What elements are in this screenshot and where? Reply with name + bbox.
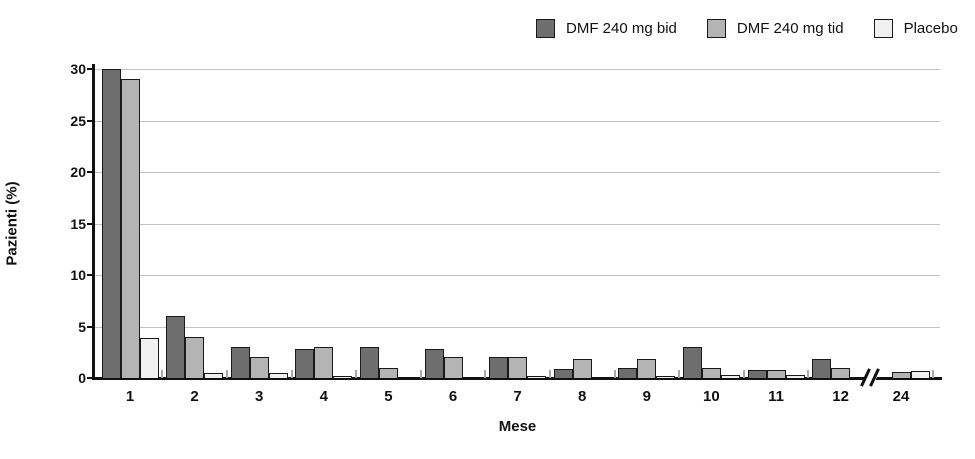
x-tick-label-12: 12 bbox=[832, 388, 849, 405]
y-tick-label-30: 30 bbox=[70, 61, 86, 77]
x-tick-label-24: 24 bbox=[892, 388, 910, 405]
y-tick-mark-5 bbox=[87, 325, 92, 328]
y-tick-label-0: 0 bbox=[78, 370, 86, 386]
bar-m11-placebo bbox=[785, 375, 805, 378]
y-tick-mark-10 bbox=[87, 274, 92, 276]
x-tick-label-10: 10 bbox=[703, 388, 720, 405]
legend-label: DMF 240 mg bid bbox=[566, 20, 677, 37]
bar-m3-placebo bbox=[268, 373, 288, 378]
x-tick-label-5: 5 bbox=[384, 388, 393, 405]
bar-m3-dmf-240-mg-bid bbox=[230, 347, 250, 378]
bar-m7-dmf-240-mg-bid bbox=[489, 357, 509, 378]
y-axis-line bbox=[92, 64, 95, 380]
boundary-tick bbox=[484, 370, 487, 378]
bar-m9-dmf-240-mg-tid bbox=[637, 359, 657, 378]
bar-m9-dmf-240-mg-bid bbox=[618, 368, 638, 378]
y-tick-mark-25 bbox=[87, 119, 92, 122]
x-tick-label-2: 2 bbox=[190, 388, 199, 405]
y-tick-label-10: 10 bbox=[70, 267, 86, 283]
boundary-tick bbox=[807, 370, 810, 378]
bar-m4-dmf-240-mg-tid bbox=[314, 347, 334, 378]
boundary-tick bbox=[161, 370, 164, 378]
bar-m12-dmf-240-mg-tid bbox=[831, 368, 851, 378]
x-tick-label-3: 3 bbox=[255, 388, 264, 405]
bar-m10-placebo bbox=[720, 375, 740, 378]
gridline-y15 bbox=[95, 223, 940, 225]
bar-m6-dmf-240-mg-bid bbox=[424, 349, 444, 378]
y-axis-label: Pazienti (%) bbox=[3, 181, 21, 266]
bar-m2-dmf-240-mg-tid bbox=[185, 337, 205, 378]
gridline-y20 bbox=[95, 172, 940, 173]
legend-item-dmf-240-mg-tid: DMF 240 mg tid bbox=[706, 19, 844, 38]
bar-m8-dmf-240-mg-tid bbox=[572, 359, 592, 378]
bar-m9-placebo bbox=[656, 376, 676, 378]
bar-m1-dmf-240-mg-tid bbox=[120, 79, 140, 378]
boundary-tick bbox=[678, 370, 681, 378]
y-tick-mark-15 bbox=[87, 222, 92, 225]
boundary-tick bbox=[225, 370, 228, 378]
bar-m2-dmf-240-mg-bid bbox=[166, 316, 186, 378]
y-tick-label-5: 5 bbox=[78, 318, 86, 335]
legend-swatch-dmf-240-mg-tid bbox=[706, 19, 726, 38]
bar-m4-placebo bbox=[333, 376, 353, 378]
legend-swatch-placebo bbox=[873, 19, 893, 38]
legend-item-dmf-240-mg-bid: DMF 240 mg bid bbox=[536, 19, 677, 38]
x-tick-label-6: 6 bbox=[448, 388, 458, 405]
bar-m2-placebo bbox=[204, 373, 224, 378]
bar-m1-placebo bbox=[139, 338, 159, 378]
legend-item-placebo: Placebo bbox=[873, 19, 958, 38]
x-tick-label-1: 1 bbox=[125, 388, 135, 405]
legend: DMF 240 mg bid DMF 240 mg tid Placebo bbox=[536, 19, 958, 38]
boundary-tick-end bbox=[932, 370, 934, 378]
boundary-tick bbox=[290, 370, 293, 378]
plot-area bbox=[95, 66, 940, 378]
bar-m5-dmf-240-mg-tid bbox=[378, 368, 398, 378]
bar-m24-dmf-240-mg-tid bbox=[891, 372, 911, 378]
boundary-tick bbox=[613, 370, 616, 378]
y-tick-mark-30 bbox=[87, 68, 92, 70]
gridline-y10 bbox=[95, 275, 940, 276]
boundary-tick bbox=[355, 370, 358, 378]
bar-m5-dmf-240-mg-bid bbox=[359, 347, 379, 378]
gridline-y5 bbox=[95, 326, 940, 328]
y-tick-mark-0 bbox=[87, 377, 92, 379]
x-tick-label-4: 4 bbox=[319, 388, 328, 405]
gridline-y30 bbox=[95, 69, 940, 70]
bar-m11-dmf-240-mg-bid bbox=[747, 370, 767, 378]
bar-m6-dmf-240-mg-tid bbox=[443, 357, 463, 378]
bar-m1-dmf-240-mg-bid bbox=[101, 69, 121, 378]
bar-m3-dmf-240-mg-tid bbox=[249, 357, 269, 378]
x-tick-label-7: 7 bbox=[513, 388, 522, 405]
legend-swatch-dmf-240-mg-bid bbox=[536, 19, 555, 38]
gridline-y25 bbox=[95, 120, 940, 122]
bar-m10-dmf-240-mg-bid bbox=[682, 347, 702, 378]
x-tick-label-9: 9 bbox=[642, 388, 651, 405]
x-tick-label-11: 11 bbox=[768, 388, 784, 405]
bar-m8-dmf-240-mg-bid bbox=[553, 369, 573, 378]
bar-m24-placebo bbox=[910, 371, 930, 378]
boundary-tick bbox=[742, 370, 745, 378]
x-axis-line bbox=[92, 377, 942, 380]
bar-m10-dmf-240-mg-tid bbox=[701, 368, 721, 378]
bar-m11-dmf-240-mg-tid bbox=[766, 370, 786, 378]
bar-m12-dmf-240-mg-bid bbox=[812, 359, 832, 378]
bar-m7-placebo bbox=[527, 376, 547, 378]
y-tick-mark-20 bbox=[87, 171, 92, 173]
x-tick-label-8: 8 bbox=[578, 388, 587, 405]
y-tick-label-25: 25 bbox=[70, 112, 86, 129]
y-tick-label-20: 20 bbox=[70, 164, 86, 180]
y-tick-label-15: 15 bbox=[70, 215, 86, 232]
boundary-tick bbox=[548, 370, 551, 378]
x-axis-label: Mese bbox=[498, 418, 537, 435]
bar-m7-dmf-240-mg-tid bbox=[508, 357, 528, 378]
bar-m4-dmf-240-mg-bid bbox=[295, 349, 315, 378]
legend-label: DMF 240 mg tid bbox=[736, 20, 844, 37]
legend-label: Placebo bbox=[903, 20, 958, 37]
boundary-tick bbox=[419, 370, 422, 378]
